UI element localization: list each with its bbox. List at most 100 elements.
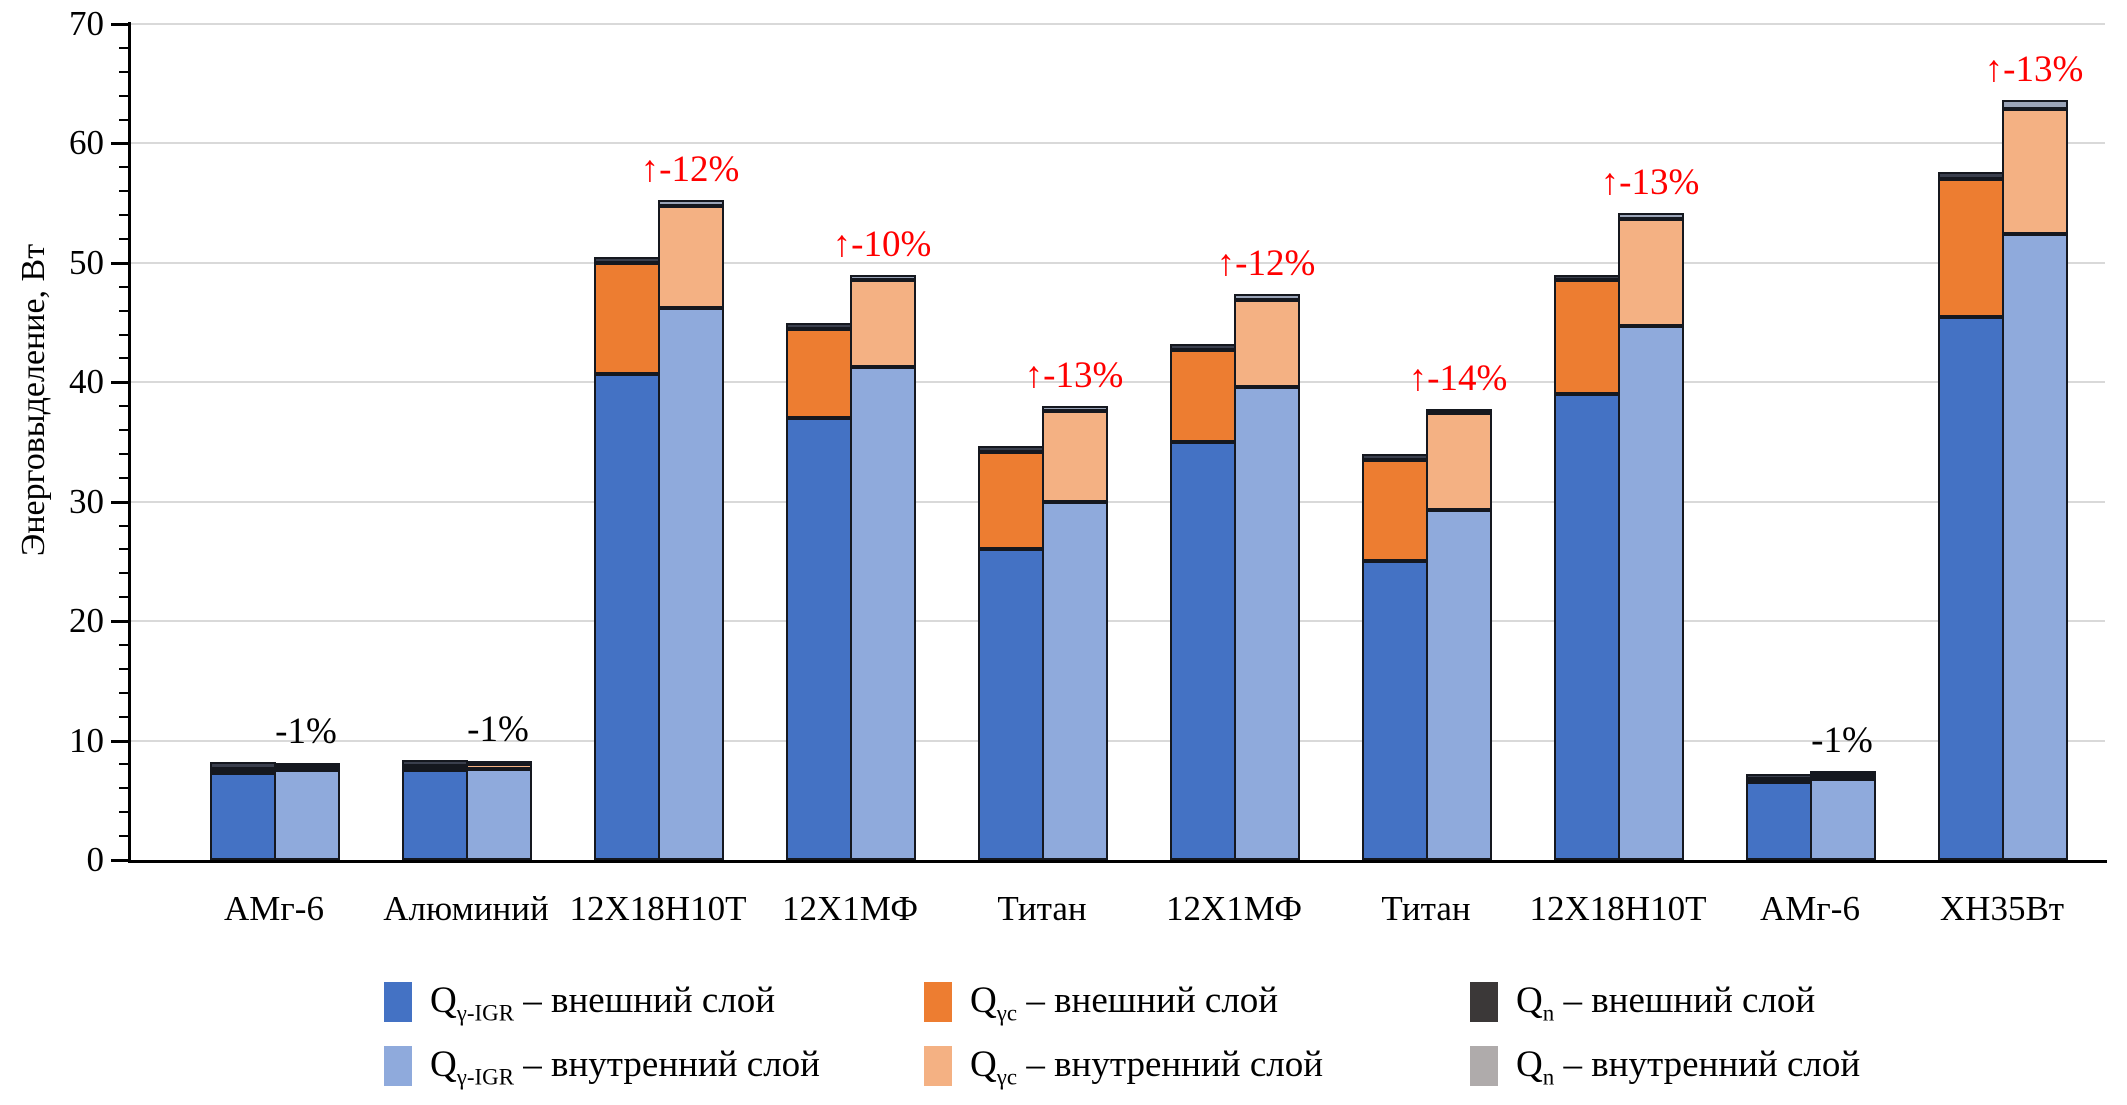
y-minor-tick [119, 190, 130, 193]
bar-annotation: -1% [275, 711, 337, 753]
bar-segment-outer [1938, 172, 2004, 180]
legend-swatch [384, 1046, 412, 1086]
legend-symbol: Q [970, 1044, 997, 1085]
y-major-tick-60 [111, 142, 130, 146]
y-minor-tick [119, 429, 130, 432]
legend-label-text: – внешний слой [514, 980, 776, 1021]
bar-annotation: ↑-13% [1600, 161, 1700, 203]
y-tick-label-70: 70 [69, 4, 104, 43]
legend-item: Qγc – внешний слой [924, 980, 1444, 1026]
y-minor-tick [119, 596, 130, 599]
y-tick-label-20: 20 [69, 601, 104, 641]
y-minor-tick [119, 811, 130, 814]
bar-segment-inner [1042, 410, 1108, 502]
bar-segment-outer [1938, 316, 2004, 860]
bar-segment-inner [274, 766, 340, 771]
bar-segment-outer [210, 762, 276, 769]
legend-symbol: Q [430, 980, 457, 1021]
bar-segment-inner [658, 308, 724, 860]
bar-segment-outer [594, 373, 660, 860]
y-minor-tick [119, 452, 130, 455]
y-tick-label-10: 10 [69, 720, 104, 760]
x-category-label: АМг-6 [1760, 889, 1860, 928]
y-major-tick-40 [111, 381, 130, 385]
bar-segment-inner [1426, 413, 1492, 511]
y-minor-tick [119, 214, 130, 217]
bar-segment-inner [1618, 326, 1684, 860]
legend-label: Qn – внешний слой [1516, 978, 1815, 1024]
bar-annotation: ↑-12% [1216, 242, 1316, 284]
x-category-label: 12Х18Н10Т [569, 889, 747, 928]
y-minor-tick [119, 715, 130, 718]
bar-segment-inner [850, 366, 916, 860]
legend-label-text: – внутренний слой [1554, 1044, 1861, 1085]
legend-item: Qγ-IGR – внешний слой [384, 980, 904, 1026]
bar-segment-inner [2002, 108, 2068, 235]
bar-annotation: -1% [1811, 720, 1873, 762]
bar-segment-outer [1746, 782, 1812, 860]
bar-segment-outer [210, 768, 276, 773]
bar-annotation: ↑-12% [640, 148, 740, 190]
bar-segment-outer [594, 262, 660, 374]
legend-swatch [1470, 1046, 1498, 1086]
bar-segment-inner [274, 762, 340, 767]
bar-segment-outer [978, 549, 1044, 860]
bar-segment-inner [466, 760, 532, 765]
y-minor-tick [119, 405, 130, 408]
y-minor-tick [119, 763, 130, 766]
bar-segment-inner [1810, 771, 1876, 776]
bar-annotation: -1% [467, 708, 529, 750]
bar-segment-inner [658, 199, 724, 206]
y-minor-tick [119, 644, 130, 647]
y-major-tick-0 [111, 859, 130, 862]
bar-segment-inner [1618, 218, 1684, 327]
legend-symbol-subscript: γc [996, 1064, 1018, 1090]
y-major-tick-70 [111, 23, 130, 26]
y-tick-label-60: 60 [69, 123, 104, 163]
y-minor-tick [119, 476, 130, 479]
y-major-tick-10 [111, 739, 130, 743]
y-minor-tick [119, 70, 130, 73]
y-tick-label-50: 50 [69, 242, 104, 282]
legend-item: Qn – внешний слой [1470, 980, 1990, 1026]
y-minor-tick [119, 285, 130, 288]
legend-label-text: – внешний слой [1017, 980, 1279, 1021]
bar-segment-outer [978, 451, 1044, 550]
y-axis-line [128, 22, 131, 862]
bar-segment-inner [1810, 774, 1876, 779]
bar-segment-inner [1042, 501, 1108, 860]
bar-segment-outer [1554, 274, 1620, 280]
bar-segment-outer [1938, 179, 2004, 317]
bar-segment-outer [1554, 279, 1620, 395]
bar-segment-outer [786, 418, 852, 860]
y-minor-tick [119, 548, 130, 551]
gridline-y-50 [130, 261, 2105, 264]
y-tick-label-0: 0 [86, 840, 105, 879]
y-minor-tick [119, 333, 130, 336]
bar-segment-outer [594, 256, 660, 263]
bar-annotation: ↑-13% [1024, 355, 1124, 397]
bar-segment-inner [1234, 387, 1300, 860]
gridline-y-60 [130, 142, 2105, 145]
legend-label: Qγ-IGR – внутренний слой [430, 1042, 820, 1088]
legend-label: Qγc – внутренний слой [970, 1042, 1323, 1088]
legend-label-text: – внутренний слой [514, 1044, 820, 1085]
y-minor-tick [119, 118, 130, 121]
x-category-label: Титан [997, 889, 1087, 928]
x-category-label: 12Х18Н10Т [1529, 889, 1707, 928]
legend-item: Qγ-IGR – внутренний слой [384, 1044, 904, 1090]
y-minor-tick [119, 166, 130, 169]
y-minor-tick [119, 691, 130, 694]
y-minor-tick [119, 667, 130, 670]
bar-segment-outer [402, 770, 468, 860]
bar-annotation: ↑-10% [832, 223, 932, 265]
bar-segment-outer [402, 759, 468, 766]
legend-symbol-subscript: γc [996, 1000, 1018, 1026]
legend-symbol-subscript: γ-IGR [456, 1064, 515, 1090]
legend-label: Qγc – внешний слой [970, 978, 1278, 1024]
x-category-label: АМг-6 [224, 889, 324, 928]
bar-segment-outer [1170, 344, 1236, 351]
legend-label-text: – внешний слой [1554, 980, 1816, 1021]
bar-segment-outer [786, 328, 852, 419]
